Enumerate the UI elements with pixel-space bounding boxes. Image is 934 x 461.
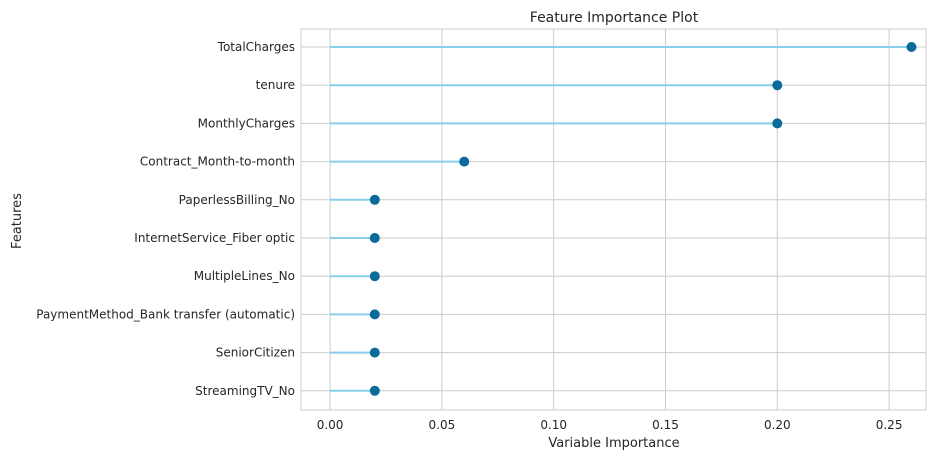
y-tick-label: MultipleLines_No (194, 269, 295, 283)
y-tick-label: TotalCharges (217, 40, 295, 54)
y-tick-label: SeniorCitizen (216, 346, 295, 360)
x-tick-label: 0.15 (652, 418, 679, 432)
x-axis-label: Variable Importance (548, 436, 679, 451)
y-tick-label: InternetService_Fiber optic (134, 231, 295, 245)
grid-layer (301, 29, 926, 410)
lollipop-marker (459, 156, 470, 167)
stems-layer (330, 46, 912, 392)
markers-layer (369, 42, 917, 396)
x-tick-labels: 0.00 0.05 0.10 0.15 0.20 0.25 (317, 418, 903, 432)
y-axis-label: Features (10, 193, 25, 249)
lollipop-marker (369, 309, 380, 320)
lollipop-marker (369, 194, 380, 205)
lollipop-marker (369, 385, 380, 396)
y-tick-label: MonthlyCharges (198, 116, 295, 130)
x-tick-label: 0.20 (764, 418, 791, 432)
lollipop-marker (772, 80, 783, 91)
x-tick-label: 0.00 (317, 418, 344, 432)
x-tick-label: 0.05 (429, 418, 456, 432)
lollipop-marker (369, 233, 380, 243)
lollipop-marker (772, 118, 783, 129)
y-tick-label: Contract_Month-to-month (140, 155, 295, 169)
x-tick-label: 0.25 (876, 418, 903, 432)
y-tick-label: tenure (256, 78, 295, 92)
plot-frame (300, 28, 927, 411)
chart-title: Feature Importance Plot (530, 10, 699, 26)
y-tick-labels: TotalCharges tenure MonthlyCharges Contract… (36, 40, 295, 398)
lollipop-marker (369, 347, 380, 358)
x-tick-label: 0.10 (540, 418, 567, 432)
y-tick-label: PaperlessBilling_No (179, 193, 295, 207)
y-tick-label: PaymentMethod_Bank transfer (automatic) (36, 307, 295, 321)
lollipop-marker (369, 271, 380, 282)
lollipop-marker (906, 42, 917, 52)
y-tick-label: StreamingTV_No (195, 384, 295, 398)
